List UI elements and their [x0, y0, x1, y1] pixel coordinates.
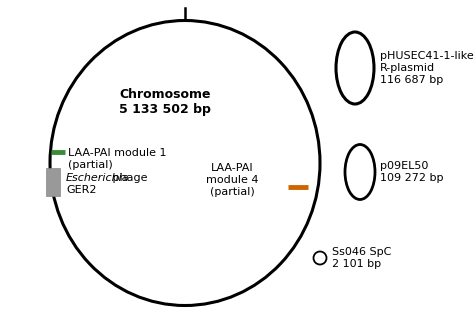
Text: phage: phage: [109, 173, 147, 183]
Text: Chromosome
5 133 502 bp: Chromosome 5 133 502 bp: [119, 88, 211, 116]
Text: (partial): (partial): [68, 160, 113, 170]
Bar: [46, 168, 60, 196]
Text: Ss046 SpC
2 101 bp: Ss046 SpC 2 101 bp: [332, 247, 392, 269]
Text: pHUSEC41-1-like
R-plasmid
116 687 bp: pHUSEC41-1-like R-plasmid 116 687 bp: [380, 52, 474, 85]
Text: GER2: GER2: [66, 185, 97, 195]
Text: LAA-PAI module 1: LAA-PAI module 1: [68, 148, 166, 158]
Text: Escherichia: Escherichia: [66, 173, 129, 183]
Text: LAA-PAI
module 4
(partial): LAA-PAI module 4 (partial): [206, 163, 258, 197]
Text: p09EL50
109 272 bp: p09EL50 109 272 bp: [380, 161, 444, 183]
